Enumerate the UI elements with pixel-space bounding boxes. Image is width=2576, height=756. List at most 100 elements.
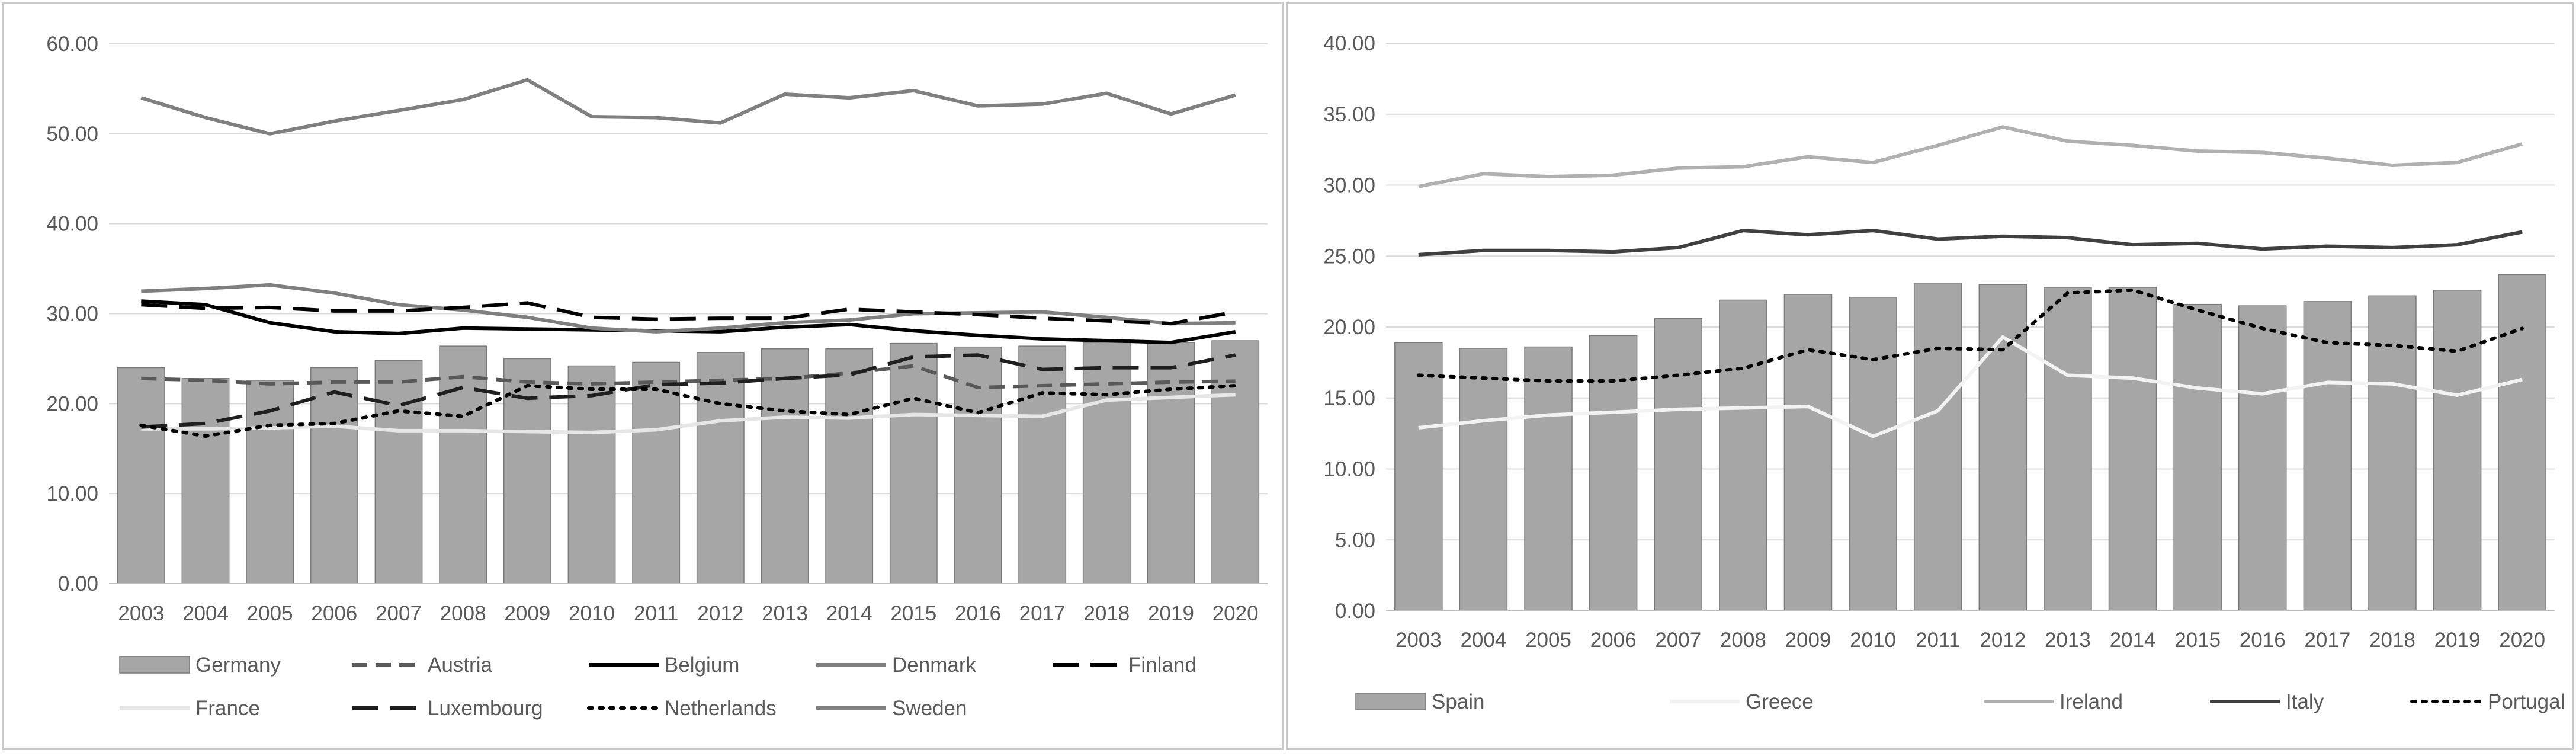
right-combo-chart: 0.00 5.00 10.00 15.00 20.00 25.00 30.00 35.00 40… [1323,32,2565,713]
right-bar-spain-2010 [1849,296,1897,611]
left-x-tick-label: 2020 [1212,602,1259,625]
left-bar-germany-2019 [1147,342,1195,584]
right-x-tick-label: 2006 [1590,629,1637,652]
right-bar-spain-2015 [2173,303,2222,611]
left-series-line-sweden [140,78,1236,136]
left-series-line-france [141,393,1236,434]
left-bar-germany-2013 [761,348,809,584]
left-bar-germany-2003 [117,367,165,584]
left-y-tick-label: 60.00 [46,33,98,56]
right-bar-spain-2008 [1719,299,1767,611]
left-x-tick-label: 2008 [440,602,486,625]
right-y-tick-label: 15.00 [1323,387,1375,410]
left-bar-germany-2008 [439,345,487,584]
left-y-tick-label: 20.00 [46,392,98,415]
right-series-line-ireland [1418,125,2523,188]
right-series-line-italy [1418,229,2523,257]
right-bar-spain-2005 [1524,346,1573,611]
left-bar-germany-2018 [1082,342,1131,584]
left-x-tick-label: 2016 [955,602,1001,625]
left-legend-label-finland: Finland [1128,654,1196,677]
right-x-tick-label: 2013 [2045,629,2091,652]
right-bar-spain-2017 [2303,301,2352,611]
left-x-tick-label: 2011 [634,602,678,625]
right-y-tick-label: 5.00 [1335,528,1375,552]
right-y-tick-label: 10.00 [1323,458,1375,481]
right-bar-spain-2009 [1783,294,1833,611]
right-legend-label-spain: Spain [1432,690,1485,713]
right-x-tick-label: 2020 [2499,629,2545,652]
left-x-tick-label: 2005 [247,602,293,625]
right-legend-label-ireland: Ireland [2059,690,2123,713]
left-bar-germany-2016 [954,346,1002,584]
right-y-tick-label: 20.00 [1323,316,1375,339]
right-x-tick-label: 2017 [2304,629,2350,652]
right-legend-label-italy: Italy [2286,690,2324,713]
right-bar-spain-2006 [1589,335,1638,611]
left-bar-germany-2017 [1018,345,1067,584]
left-series-line-denmark [141,283,1236,334]
left-bar-germany-2020 [1211,340,1260,584]
left-legend-label-netherlands: Netherlands [665,697,777,720]
left-series-line-austria [141,364,1236,389]
right-x-tick-label: 2019 [2434,629,2481,652]
left-legend-label-france: France [195,697,260,720]
left-bar-germany-2010 [567,365,616,584]
right-x-tick-label: 2011 [1916,629,1960,652]
right-y-tick-label: 25.00 [1323,245,1375,268]
right-bar-spain-2007 [1654,318,1703,611]
right-x-tick-label: 2015 [2174,629,2221,652]
right-series-line-greece [1418,335,2523,438]
left-chart-panel: 0.00 10.00 20.00 30.00 40.00 50.00 60.00 2003 20… [2,2,1284,750]
right-x-tick-label: 2007 [1655,629,1701,652]
right-y-tick-label: 30.00 [1323,174,1375,197]
left-x-tick-label: 2014 [826,602,872,625]
left-series-line-finland [141,301,1236,326]
left-legend-label-belgium: Belgium [665,654,739,677]
left-x-tick-label: 2006 [311,602,357,625]
left-legend-label-luxembourg: Luxembourg [428,697,543,720]
right-bar-spain-2018 [2368,295,2417,611]
right-x-tick-label: 2003 [1396,629,1442,652]
right-y-tick-label: 0.00 [1335,600,1375,623]
right-y-tick-label: 40.00 [1323,32,1375,55]
right-series-line-portugal [1416,288,2524,383]
right-y-tick-label: 35.00 [1323,103,1375,126]
left-x-tick-label: 2017 [1019,602,1066,625]
left-legend-label-denmark: Denmark [892,654,976,677]
right-chart-panel: 0.00 5.00 10.00 15.00 20.00 25.00 30.00 35.00 40… [1286,2,2574,750]
left-series-line-netherlands [139,384,1237,438]
left-y-tick-label: 50.00 [46,123,98,146]
right-legend-label-portugal: Portugal [2488,690,2565,713]
left-bar-germany-2007 [374,360,423,584]
right-bar-spain-2013 [2044,287,2092,611]
right-x-tick-label: 2010 [1850,629,1896,652]
left-x-tick-label: 2018 [1083,602,1130,625]
left-x-tick-label: 2003 [118,602,164,625]
left-x-tick-label: 2012 [697,602,743,625]
left-legend-label-austria: Austria [428,654,492,677]
left-bar-germany-2014 [825,348,874,584]
right-legend-swatch-spain [1355,693,1426,710]
left-x-tick-label: 2013 [762,602,808,625]
left-series-line-luxembourg [141,353,1236,429]
right-bar-spain-2016 [2238,305,2287,611]
right-x-tick-label: 2016 [2240,629,2286,652]
right-bar-spain-2014 [2108,287,2157,611]
right-bar-spain-2003 [1394,342,1443,611]
left-bar-germany-2009 [503,358,551,584]
left-bar-germany-2011 [632,361,681,584]
left-legend-label-sweden: Sweden [892,697,967,720]
right-x-tick-label: 2004 [1460,629,1506,652]
right-x-tick-label: 2009 [1785,629,1831,652]
left-y-tick-label: 30.00 [46,303,98,326]
right-bar-spain-2011 [1913,283,1962,611]
left-x-tick-label: 2004 [182,602,229,625]
left-series-line-belgium [141,299,1236,345]
left-bar-germany-2004 [181,378,230,584]
left-bar-germany-2012 [696,352,745,584]
left-bar-germany-2006 [310,367,358,584]
left-y-tick-label: 0.00 [58,572,98,595]
left-combo-chart: 0.00 10.00 20.00 30.00 40.00 50.00 60.00 2003 20… [46,33,1268,720]
left-y-tick-label: 40.00 [46,213,98,236]
